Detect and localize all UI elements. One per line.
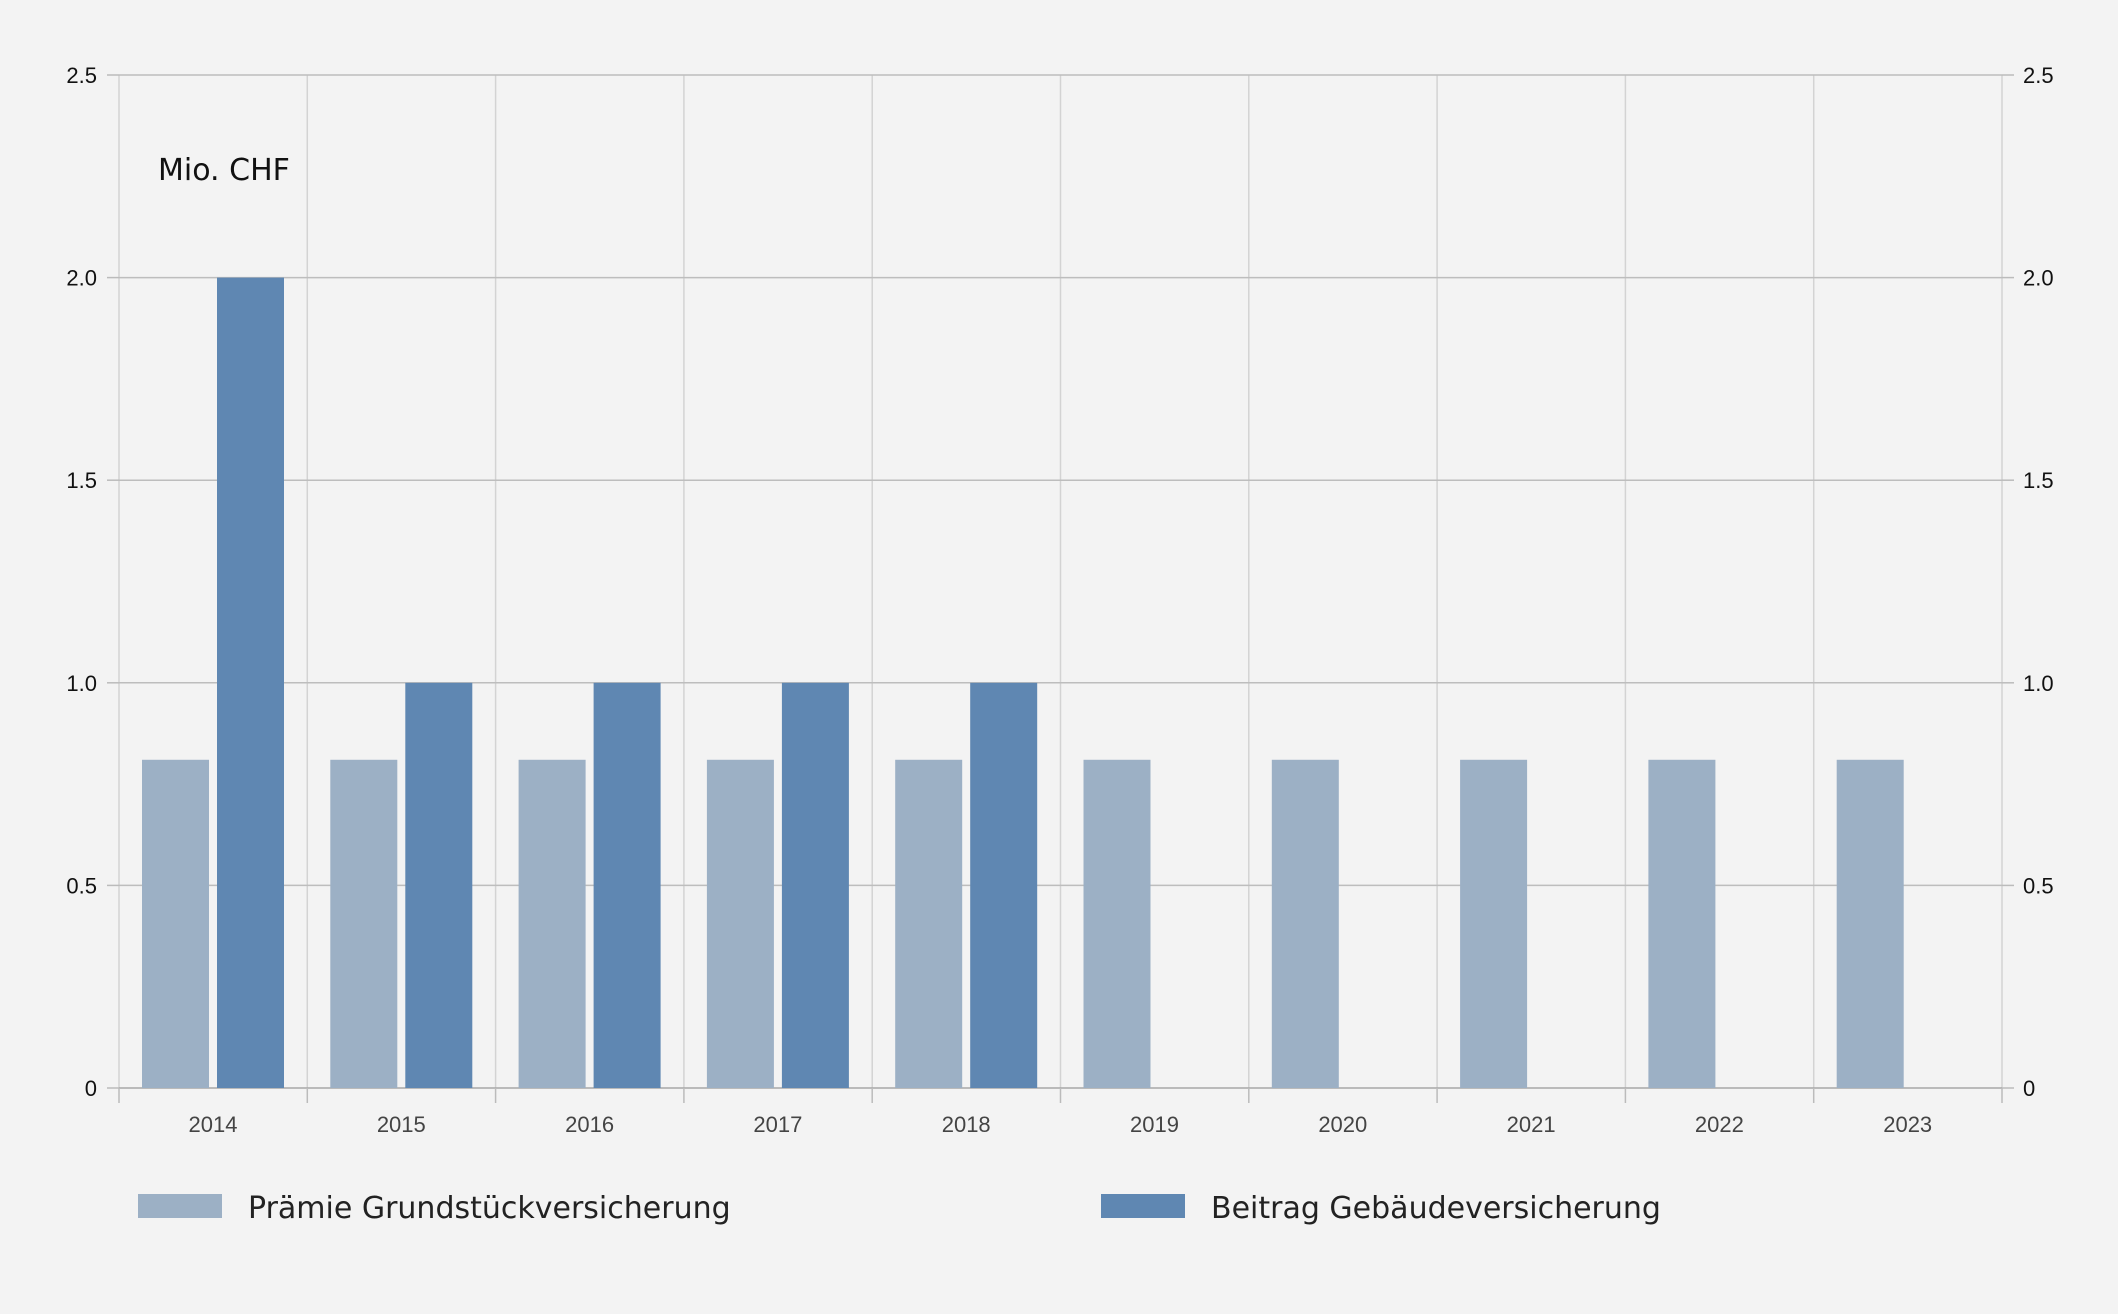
y-tick-label: 2.0 (66, 266, 97, 291)
y-right-tick-label: 2.5 (2023, 63, 2054, 88)
x-tick-label: 2018 (942, 1112, 991, 1137)
bar-grundstueck (1460, 759, 1528, 1088)
legend-swatch (138, 1194, 222, 1218)
legend-label: Beitrag Gebäudeversicherung (1211, 1191, 1661, 1226)
x-tick-label: 2022 (1695, 1112, 1744, 1137)
bar-gebaeude (593, 682, 661, 1088)
y-right-tick-label: 1.0 (2023, 671, 2054, 696)
bar-gebaeude (405, 682, 473, 1088)
legend-swatch (1101, 1194, 1185, 1218)
bar-grundstueck (1271, 759, 1339, 1088)
bar-gebaeude (781, 682, 849, 1088)
y-tick-label: 0 (85, 1076, 97, 1101)
y-right-tick-label: 0 (2023, 1076, 2035, 1101)
bar-grundstueck (330, 759, 398, 1088)
bar-grundstueck (895, 759, 963, 1088)
bar-grundstueck (1083, 759, 1151, 1088)
y-right-tick-label: 1.5 (2023, 468, 2054, 493)
x-tick-label: 2017 (753, 1112, 802, 1137)
y-right-tick-label: 0.5 (2023, 873, 2054, 898)
x-tick-label: 2016 (565, 1112, 614, 1137)
grid (118, 74, 2003, 1089)
x-tick-label: 2021 (1507, 1112, 1556, 1137)
legend-label: Prämie Grundstückversicherung (248, 1191, 731, 1226)
x-tick-label: 2014 (189, 1112, 238, 1137)
x-tick-label: 2019 (1130, 1112, 1179, 1137)
x-tick-label: 2020 (1318, 1112, 1367, 1137)
bar-gebaeude (970, 682, 1038, 1088)
y-right-tick-label: 2.0 (2023, 266, 2054, 291)
bar-grundstueck (1648, 759, 1716, 1088)
y-tick-label: 0.5 (66, 873, 97, 898)
unit-label: Mio. CHF (158, 153, 290, 188)
bar-grundstueck (1836, 759, 1904, 1088)
bar-grundstueck (142, 759, 209, 1088)
x-tick-label: 2015 (377, 1112, 426, 1137)
bar-grundstueck (706, 759, 774, 1088)
bar-gebaeude (217, 277, 284, 1089)
y-tick-label: 2.5 (66, 63, 97, 88)
axes: 0 0 0.5 0.5 1.0 1.0 1.5 1.5 2.0 2.0 2.5 2.5 2014 2015… (66, 63, 2053, 1137)
y-tick-label: 1.0 (66, 671, 97, 696)
x-tick-label: 2023 (1883, 1112, 1932, 1137)
bars (142, 277, 1904, 1089)
y-tick-label: 1.5 (66, 468, 97, 493)
legend: Prämie Grundstückversicherung Beitrag Geb… (138, 1191, 1661, 1226)
bar-grundstueck (518, 759, 586, 1088)
